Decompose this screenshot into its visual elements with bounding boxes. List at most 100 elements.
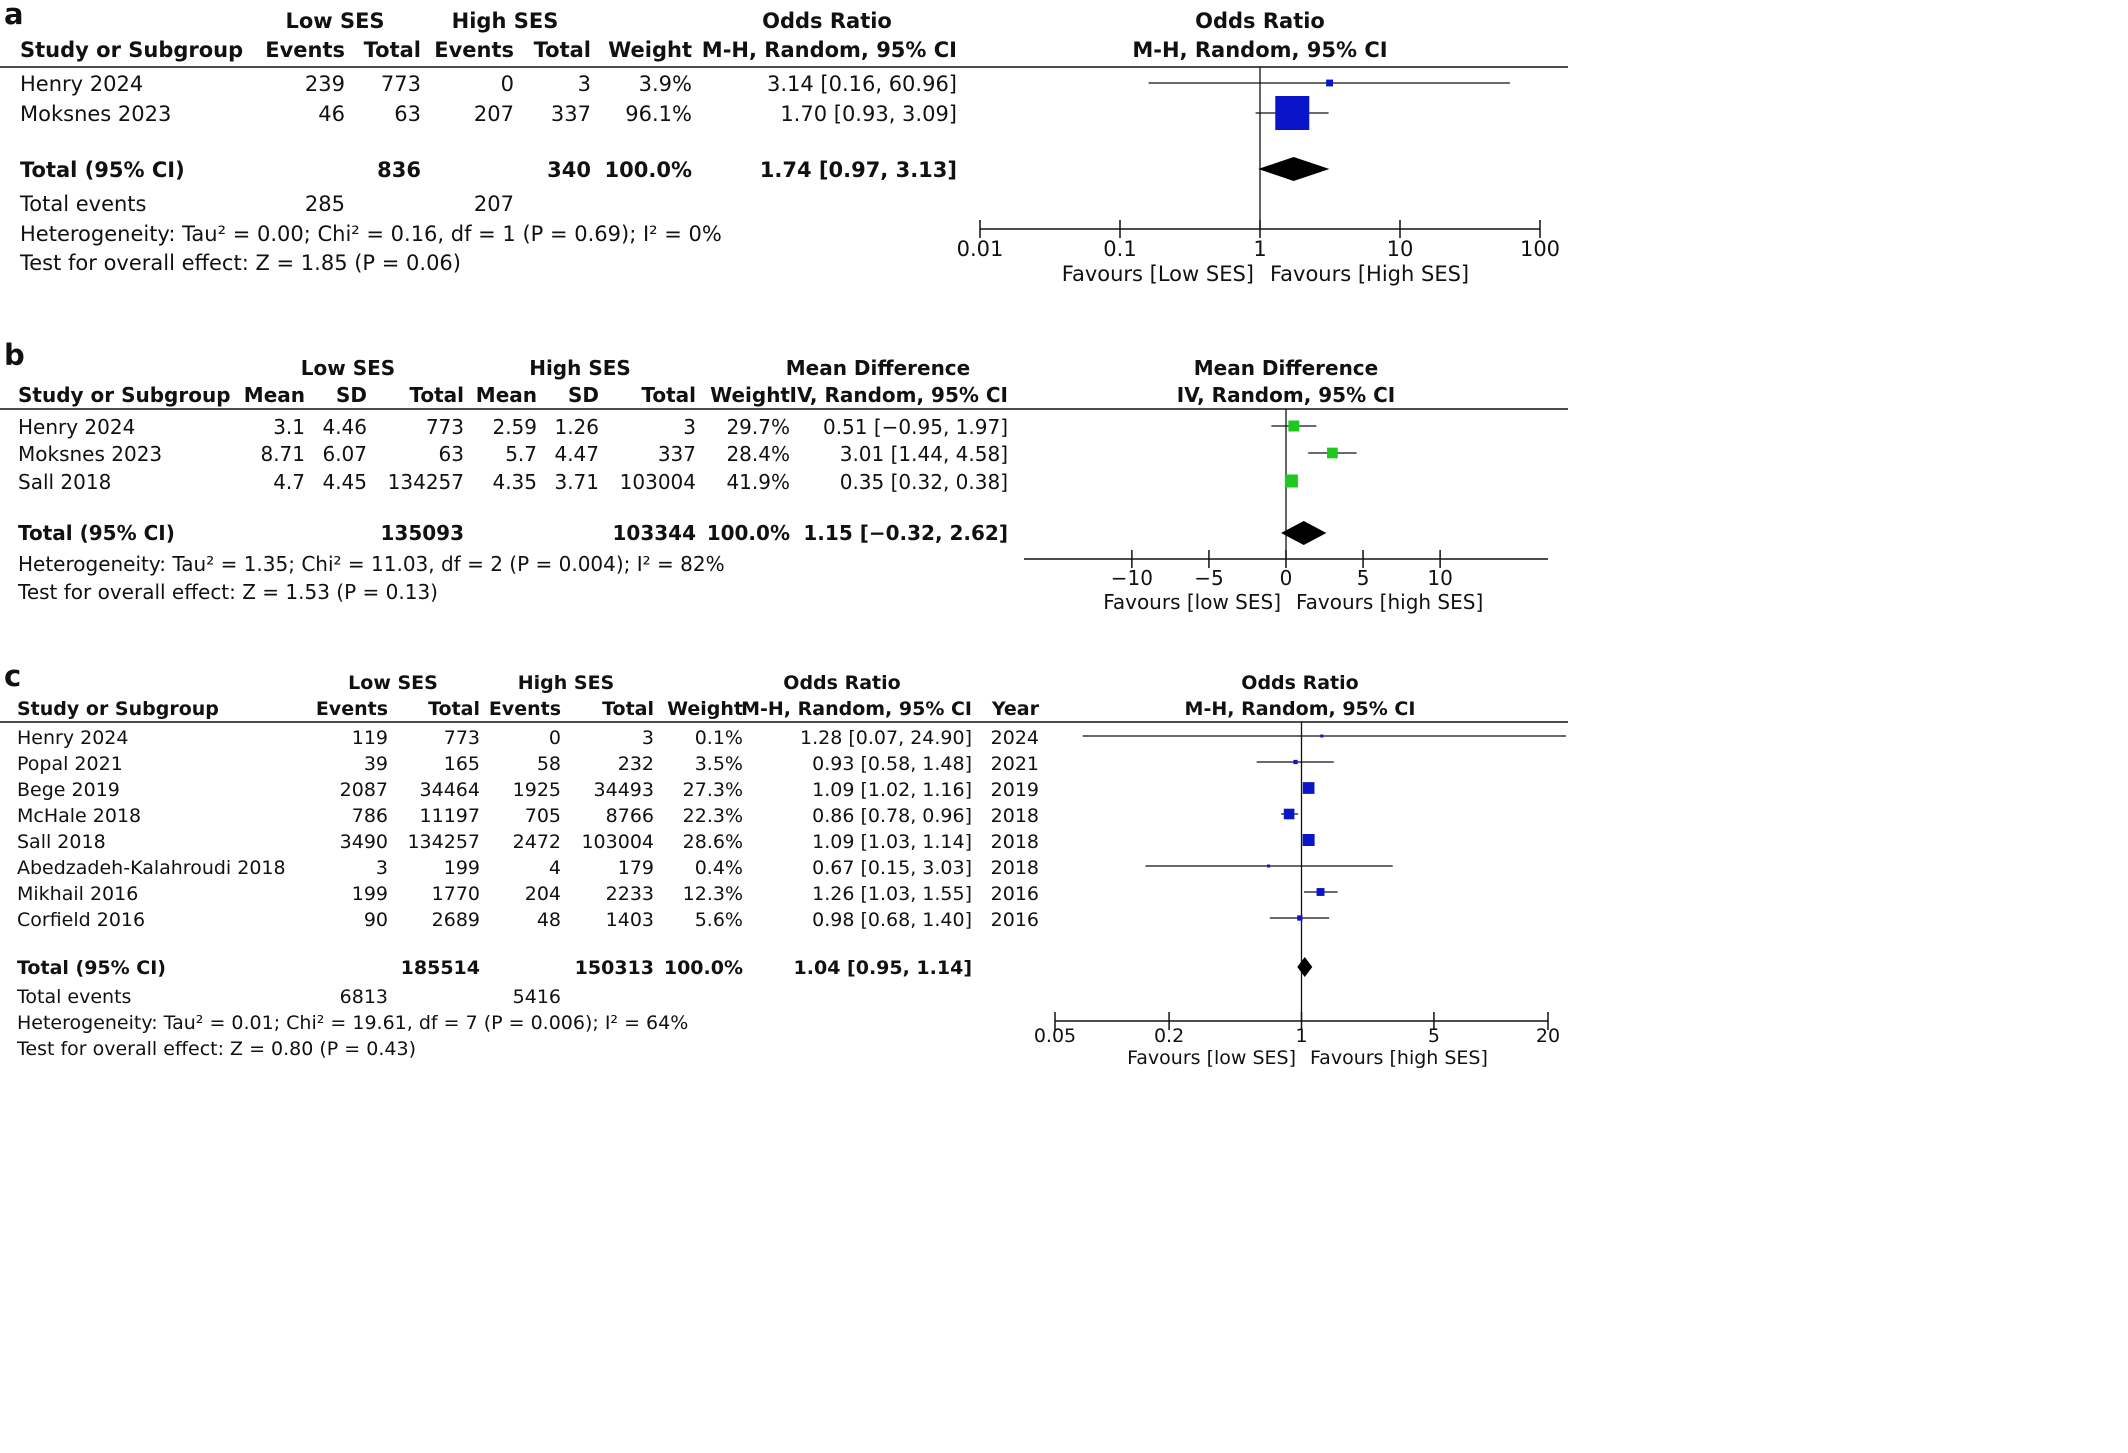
study-cell: 39 [364, 753, 388, 775]
study-cell: 48 [537, 909, 561, 931]
study-marker [1288, 420, 1300, 432]
study-ci: 0.93 [0.58, 1.48] [812, 753, 972, 775]
forest-panel-c: c Low SES High SES Study or Subgroup Events T… [0, 659, 1568, 1069]
study-cell: 29.7% [726, 415, 790, 439]
x-tick-label: 10 [1427, 566, 1452, 590]
study-name: Moksnes 2023 [18, 442, 162, 466]
study-cell: 103004 [581, 831, 654, 853]
group-header: Low SES [285, 9, 384, 33]
study-cell: 90 [364, 909, 388, 931]
study-marker [1326, 79, 1333, 87]
total-cell: 100.0% [707, 521, 790, 545]
forest-plot-area: 0.01 0.1 1 10 100 Favours [Low SES] Favours [H… [957, 67, 1560, 286]
effect-header-top: Odds Ratio [762, 9, 892, 33]
study-cell: 3.1 [273, 415, 305, 439]
group-header: Low SES [348, 672, 438, 694]
study-cell: 3.71 [554, 470, 599, 494]
total-cell: 340 [547, 158, 591, 182]
total-events-high: 207 [474, 192, 514, 216]
table-row: Sall 2018 4.7 4.45 134257 4.35 3.71 103004 41.9… [18, 470, 1008, 494]
study-cell: 63 [439, 442, 464, 466]
x-tick-label: 0.1 [1103, 237, 1136, 261]
study-ci: 1.70 [0.93, 3.09] [780, 102, 957, 126]
group-header: High SES [518, 672, 615, 694]
study-ci: 0.67 [0.15, 3.03] [812, 857, 972, 879]
study-cell: 3490 [340, 831, 388, 853]
study-cell: 12.3% [683, 883, 743, 905]
forest-panel-a: a Low SES High SES Study or Subgroup Events T… [0, 0, 1568, 286]
table-row: Henry 2024 3.1 4.46 773 2.59 1.26 3 29.7% 0.51 [… [18, 415, 1008, 439]
study-marker [1302, 834, 1315, 846]
column-header: Total [364, 38, 421, 62]
study-cell: 0 [501, 72, 514, 96]
study-year: 2016 [991, 883, 1039, 905]
x-tick-label: 10 [1387, 237, 1414, 261]
study-cell: 6.07 [322, 442, 367, 466]
study-cell: 46 [318, 102, 345, 126]
study-ci: 3.14 [0.16, 60.96] [767, 72, 957, 96]
table-row: Henry 2024 119 773 0 3 0.1% 1.28 [0.07, 24.90]… [17, 727, 1039, 749]
year-header: Year [991, 698, 1040, 720]
column-header: Weight [710, 383, 790, 407]
plot-header-bottom: M-H, Random, 95% CI [1185, 698, 1416, 720]
study-marker [1284, 474, 1298, 488]
study-year: 2024 [991, 727, 1039, 749]
study-cell: 28.4% [726, 442, 790, 466]
study-cell: 705 [525, 805, 561, 827]
total-events-low: 285 [305, 192, 345, 216]
group-header: High SES [529, 356, 631, 380]
study-cell: 27.3% [683, 779, 743, 801]
overall-effect-text: Test for overall effect: Z = 0.80 (P = 0… [16, 1038, 416, 1060]
study-cell: 199 [352, 883, 388, 905]
table-row: Mikhail 2016 199 1770 204 2233 12.3% 1.26 [1.0… [17, 883, 1039, 905]
study-cell: 2233 [606, 883, 654, 905]
favours-left-label: Favours [Low SES] [1062, 262, 1254, 286]
study-ci: 0.51 [−0.95, 1.97] [823, 415, 1008, 439]
total-ci: 1.74 [0.97, 3.13] [760, 158, 957, 182]
favours-left-label: Favours [low SES] [1127, 1047, 1296, 1069]
forest-plot-area: −10 −5 0 5 10 Favours [low SES] Favours [high … [1024, 409, 1548, 614]
study-cell: 4.35 [492, 470, 537, 494]
study-cell: 1.26 [554, 415, 599, 439]
total-cell: 100.0% [605, 158, 692, 182]
heterogeneity-text: Heterogeneity: Tau² = 0.00; Chi² = 0.16,… [20, 222, 722, 246]
x-tick-label: 0.2 [1154, 1025, 1184, 1047]
x-tick-label: 0.05 [1034, 1025, 1076, 1047]
column-header: Weight [667, 698, 743, 720]
study-cell: 2087 [340, 779, 388, 801]
forest-plots-figure: a Low SES High SES Study or Subgroup Events T… [0, 0, 1568, 1069]
total-cell: 135093 [381, 521, 465, 545]
study-year: 2016 [991, 909, 1039, 931]
study-name: Popal 2021 [17, 753, 123, 775]
study-cell: 34464 [420, 779, 480, 801]
pooled-diamond [1297, 957, 1313, 977]
study-marker [1320, 734, 1324, 738]
study-marker [1316, 888, 1325, 896]
study-cell: 22.3% [683, 805, 743, 827]
study-cell: 0.4% [695, 857, 743, 879]
study-name: Abedzadeh-Kalahroudi 2018 [17, 857, 286, 879]
study-marker [1297, 915, 1303, 921]
study-cell: 3 [683, 415, 696, 439]
study-ci: 1.26 [1.03, 1.55] [812, 883, 972, 905]
study-marker [1293, 759, 1298, 765]
table-row: Bege 2019 2087 34464 1925 34493 27.3% 1.09 [1.… [17, 779, 1039, 801]
study-cell: 4.46 [322, 415, 367, 439]
study-ci: 1.09 [1.03, 1.14] [812, 831, 972, 853]
column-header: Total [534, 38, 591, 62]
table-row: McHale 2018 786 11197 705 8766 22.3% 0.86 [0.7… [17, 805, 1039, 827]
study-header: Study or Subgroup [20, 38, 243, 62]
study-name: Sall 2018 [18, 470, 111, 494]
study-cell: 134257 [388, 470, 464, 494]
study-marker [1267, 864, 1271, 868]
column-header: Events [489, 698, 561, 720]
study-name: Moksnes 2023 [20, 102, 171, 126]
study-cell: 4.7 [273, 470, 305, 494]
total-ci: 1.04 [0.95, 1.14] [794, 957, 972, 979]
column-header: SD [568, 383, 599, 407]
study-cell: 28.6% [683, 831, 743, 853]
study-year: 2019 [991, 779, 1039, 801]
study-name: McHale 2018 [17, 805, 141, 827]
total-events-high: 5416 [513, 986, 561, 1008]
panel-label: a [4, 0, 24, 31]
